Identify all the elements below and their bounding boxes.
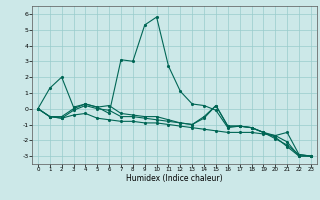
X-axis label: Humidex (Indice chaleur): Humidex (Indice chaleur) — [126, 174, 223, 183]
